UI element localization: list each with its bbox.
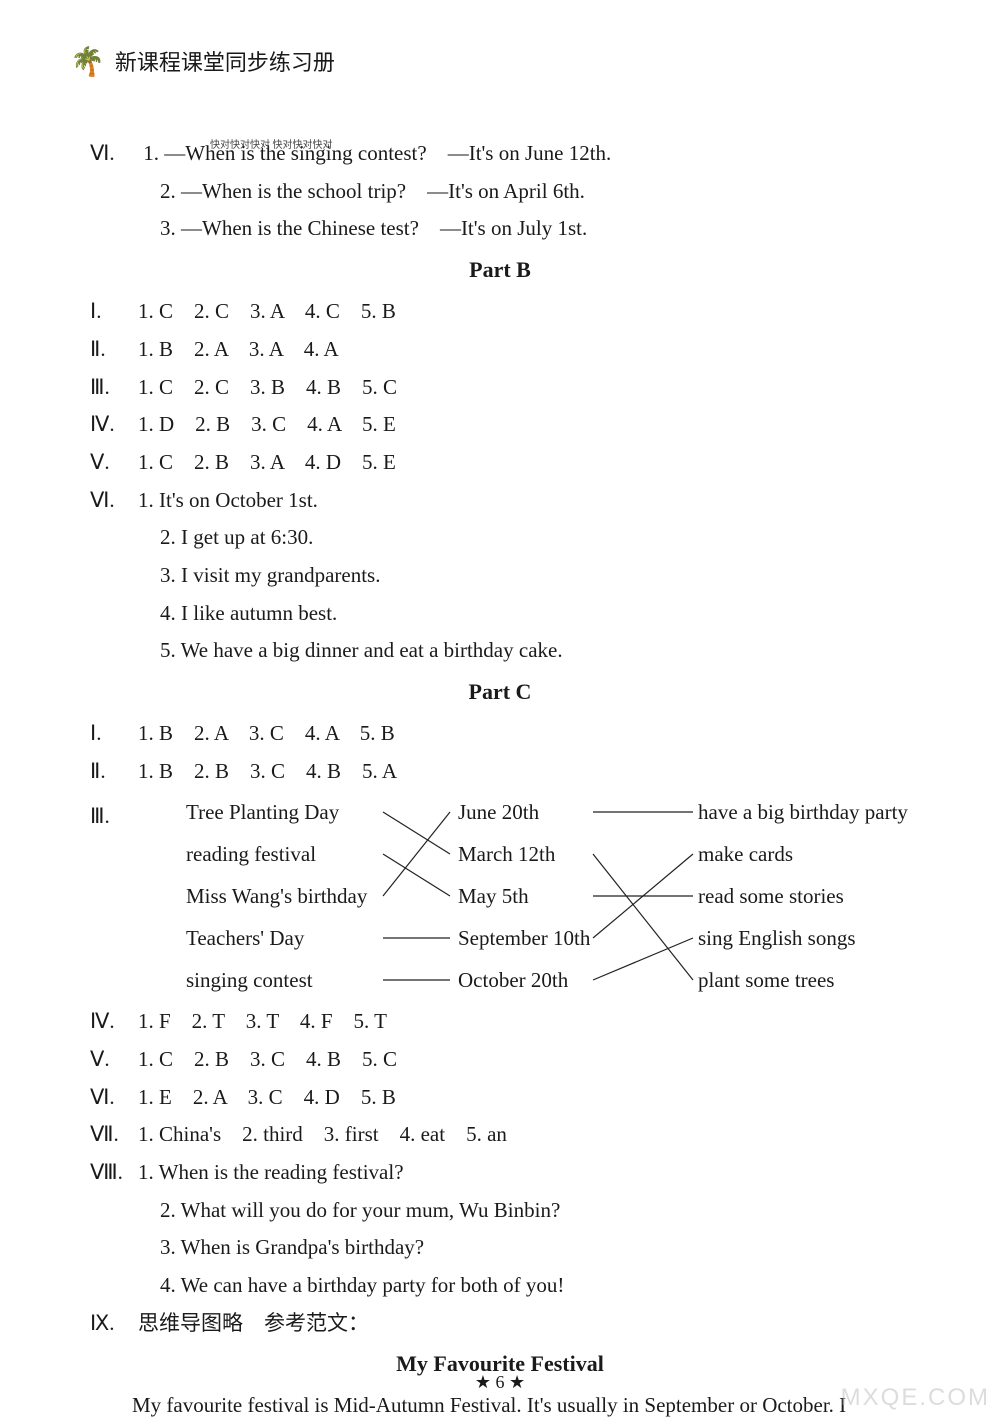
scribble-watermark: 快对快对快对 快对快对快对 bbox=[210, 138, 333, 155]
row-c-ix: Ⅸ.思维导图略 参考范文： bbox=[90, 1306, 910, 1341]
answer-text: 1. It's on October 1st. bbox=[138, 488, 318, 512]
row-c-ii: Ⅱ.1. B 2. B 3. C 4. B 5. A bbox=[90, 754, 910, 789]
answer-text: 1. B 2. B 3. C 4. B 5. A bbox=[138, 759, 397, 783]
roman-label: Ⅲ. bbox=[90, 791, 138, 1001]
roman-label: Ⅵ. bbox=[90, 1080, 138, 1115]
roman-label: Ⅳ. bbox=[90, 407, 138, 442]
row-c-iv: Ⅳ.1. F 2. T 3. T 4. F 5. T bbox=[90, 1004, 910, 1039]
row-b-iv: Ⅳ.1. D 2. B 3. C 4. A 5. E bbox=[90, 407, 910, 442]
match-item: make cards bbox=[698, 833, 908, 875]
match-item: read some stories bbox=[698, 875, 908, 917]
row-c-vii: Ⅶ.1. China's 2. third 3. first 4. eat 5.… bbox=[90, 1117, 910, 1152]
match-item: Miss Wang's birthday bbox=[186, 875, 367, 917]
roman-label: Ⅷ. bbox=[90, 1155, 138, 1190]
answer-text: 4. We can have a birthday party for both… bbox=[90, 1268, 910, 1303]
match-item: plant some trees bbox=[698, 959, 908, 1001]
roman-label: Ⅵ. bbox=[90, 483, 138, 518]
match-item: Tree Planting Day bbox=[186, 791, 367, 833]
watermark: MXQE.COM bbox=[841, 1378, 990, 1418]
row-c-i: Ⅰ.1. B 2. A 3. C 4. A 5. B bbox=[90, 716, 910, 751]
answer-text: 3. When is Grandpa's birthday? bbox=[90, 1230, 910, 1265]
match-item: sing English songs bbox=[698, 917, 908, 959]
answer-text: 1. D 2. B 3. C 4. A 5. E bbox=[138, 412, 396, 436]
answer-text: 1. When is the reading festival? bbox=[138, 1160, 404, 1184]
match-item: May 5th bbox=[458, 875, 590, 917]
roman-label: Ⅱ. bbox=[90, 754, 138, 789]
roman-label: Ⅴ. bbox=[90, 445, 138, 480]
match-item: October 20th bbox=[458, 959, 590, 1001]
palm-icon: 🌴 bbox=[70, 40, 105, 86]
answer-text: 思维导图略 参考范文： bbox=[138, 1311, 369, 1335]
answer-text: 1. C 2. C 3. A 4. C 5. B bbox=[138, 299, 396, 323]
roman-label: Ⅰ. bbox=[90, 294, 138, 329]
part-b-title: Part B bbox=[90, 252, 910, 288]
row-b-ii: Ⅱ.1. B 2. A 3. A 4. A bbox=[90, 332, 910, 367]
answer-text: 2. What will you do for your mum, Wu Bin… bbox=[90, 1193, 910, 1228]
match-item: singing contest bbox=[186, 959, 367, 1001]
roman-label: Ⅳ. bbox=[90, 1004, 138, 1039]
roman-label: Ⅲ. bbox=[90, 370, 138, 405]
row-b-i: Ⅰ.1. C 2. C 3. A 4. C 5. B bbox=[90, 294, 910, 329]
match-item: reading festival bbox=[186, 833, 367, 875]
answer-text: 1. B 2. A 3. A 4. A bbox=[138, 337, 339, 361]
match-item: have a big birthday party bbox=[698, 791, 908, 833]
roman-label: Ⅰ. bbox=[90, 716, 138, 751]
page-header: 🌴 新课程课堂同步练习册 bbox=[70, 40, 910, 86]
row-b-vi: Ⅵ.1. It's on October 1st. bbox=[90, 483, 910, 518]
match-item: September 10th bbox=[458, 917, 590, 959]
matching-diagram: Tree Planting Dayreading festivalMiss Wa… bbox=[138, 791, 910, 1001]
answer-text: 1. F 2. T 3. T 4. F 5. T bbox=[138, 1009, 387, 1033]
answer-text: 5. We have a big dinner and eat a birthd… bbox=[90, 633, 910, 668]
answer-text: 3. I visit my grandparents. bbox=[90, 558, 910, 593]
answer-text: 1. C 2. B 3. A 4. D 5. E bbox=[138, 450, 396, 474]
roman-label: Ⅱ. bbox=[90, 332, 138, 367]
answer-text: 1. E 2. A 3. C 4. D 5. B bbox=[138, 1085, 396, 1109]
row-b-iii: Ⅲ.1. C 2. C 3. B 4. B 5. C bbox=[90, 370, 910, 405]
row-c-vi: Ⅵ.1. E 2. A 3. C 4. D 5. B bbox=[90, 1080, 910, 1115]
roman-label: Ⅶ. bbox=[90, 1117, 138, 1152]
match-item: March 12th bbox=[458, 833, 590, 875]
match-item: June 20th bbox=[458, 791, 590, 833]
row-b-v: Ⅴ.1. C 2. B 3. A 4. D 5. E bbox=[90, 445, 910, 480]
row-c-v: Ⅴ.1. C 2. B 3. C 4. B 5. C bbox=[90, 1042, 910, 1077]
row-c-viii: Ⅷ.1. When is the reading festival? bbox=[90, 1155, 910, 1190]
roman-label: Ⅵ. bbox=[90, 136, 138, 171]
answer-text: 1. C 2. B 3. C 4. B 5. C bbox=[138, 1047, 397, 1071]
part-c-title: Part C bbox=[90, 674, 910, 710]
answer-text: 3. —When is the Chinese test? —It's on J… bbox=[90, 211, 910, 246]
answer-text: 1. C 2. C 3. B 4. B 5. C bbox=[138, 375, 397, 399]
roman-label: Ⅴ. bbox=[90, 1042, 138, 1077]
roman-label: Ⅸ. bbox=[90, 1306, 138, 1341]
answer-text: 4. I like autumn best. bbox=[90, 596, 910, 631]
answer-text: 1. B 2. A 3. C 4. A 5. B bbox=[138, 721, 395, 745]
match-item: Teachers' Day bbox=[186, 917, 367, 959]
answer-text: 2. —When is the school trip? —It's on Ap… bbox=[90, 174, 910, 209]
header-title: 新课程课堂同步练习册 bbox=[115, 45, 335, 81]
answer-text: 2. I get up at 6:30. bbox=[90, 520, 910, 555]
answer-text: 1. China's 2. third 3. first 4. eat 5. a… bbox=[138, 1122, 507, 1146]
